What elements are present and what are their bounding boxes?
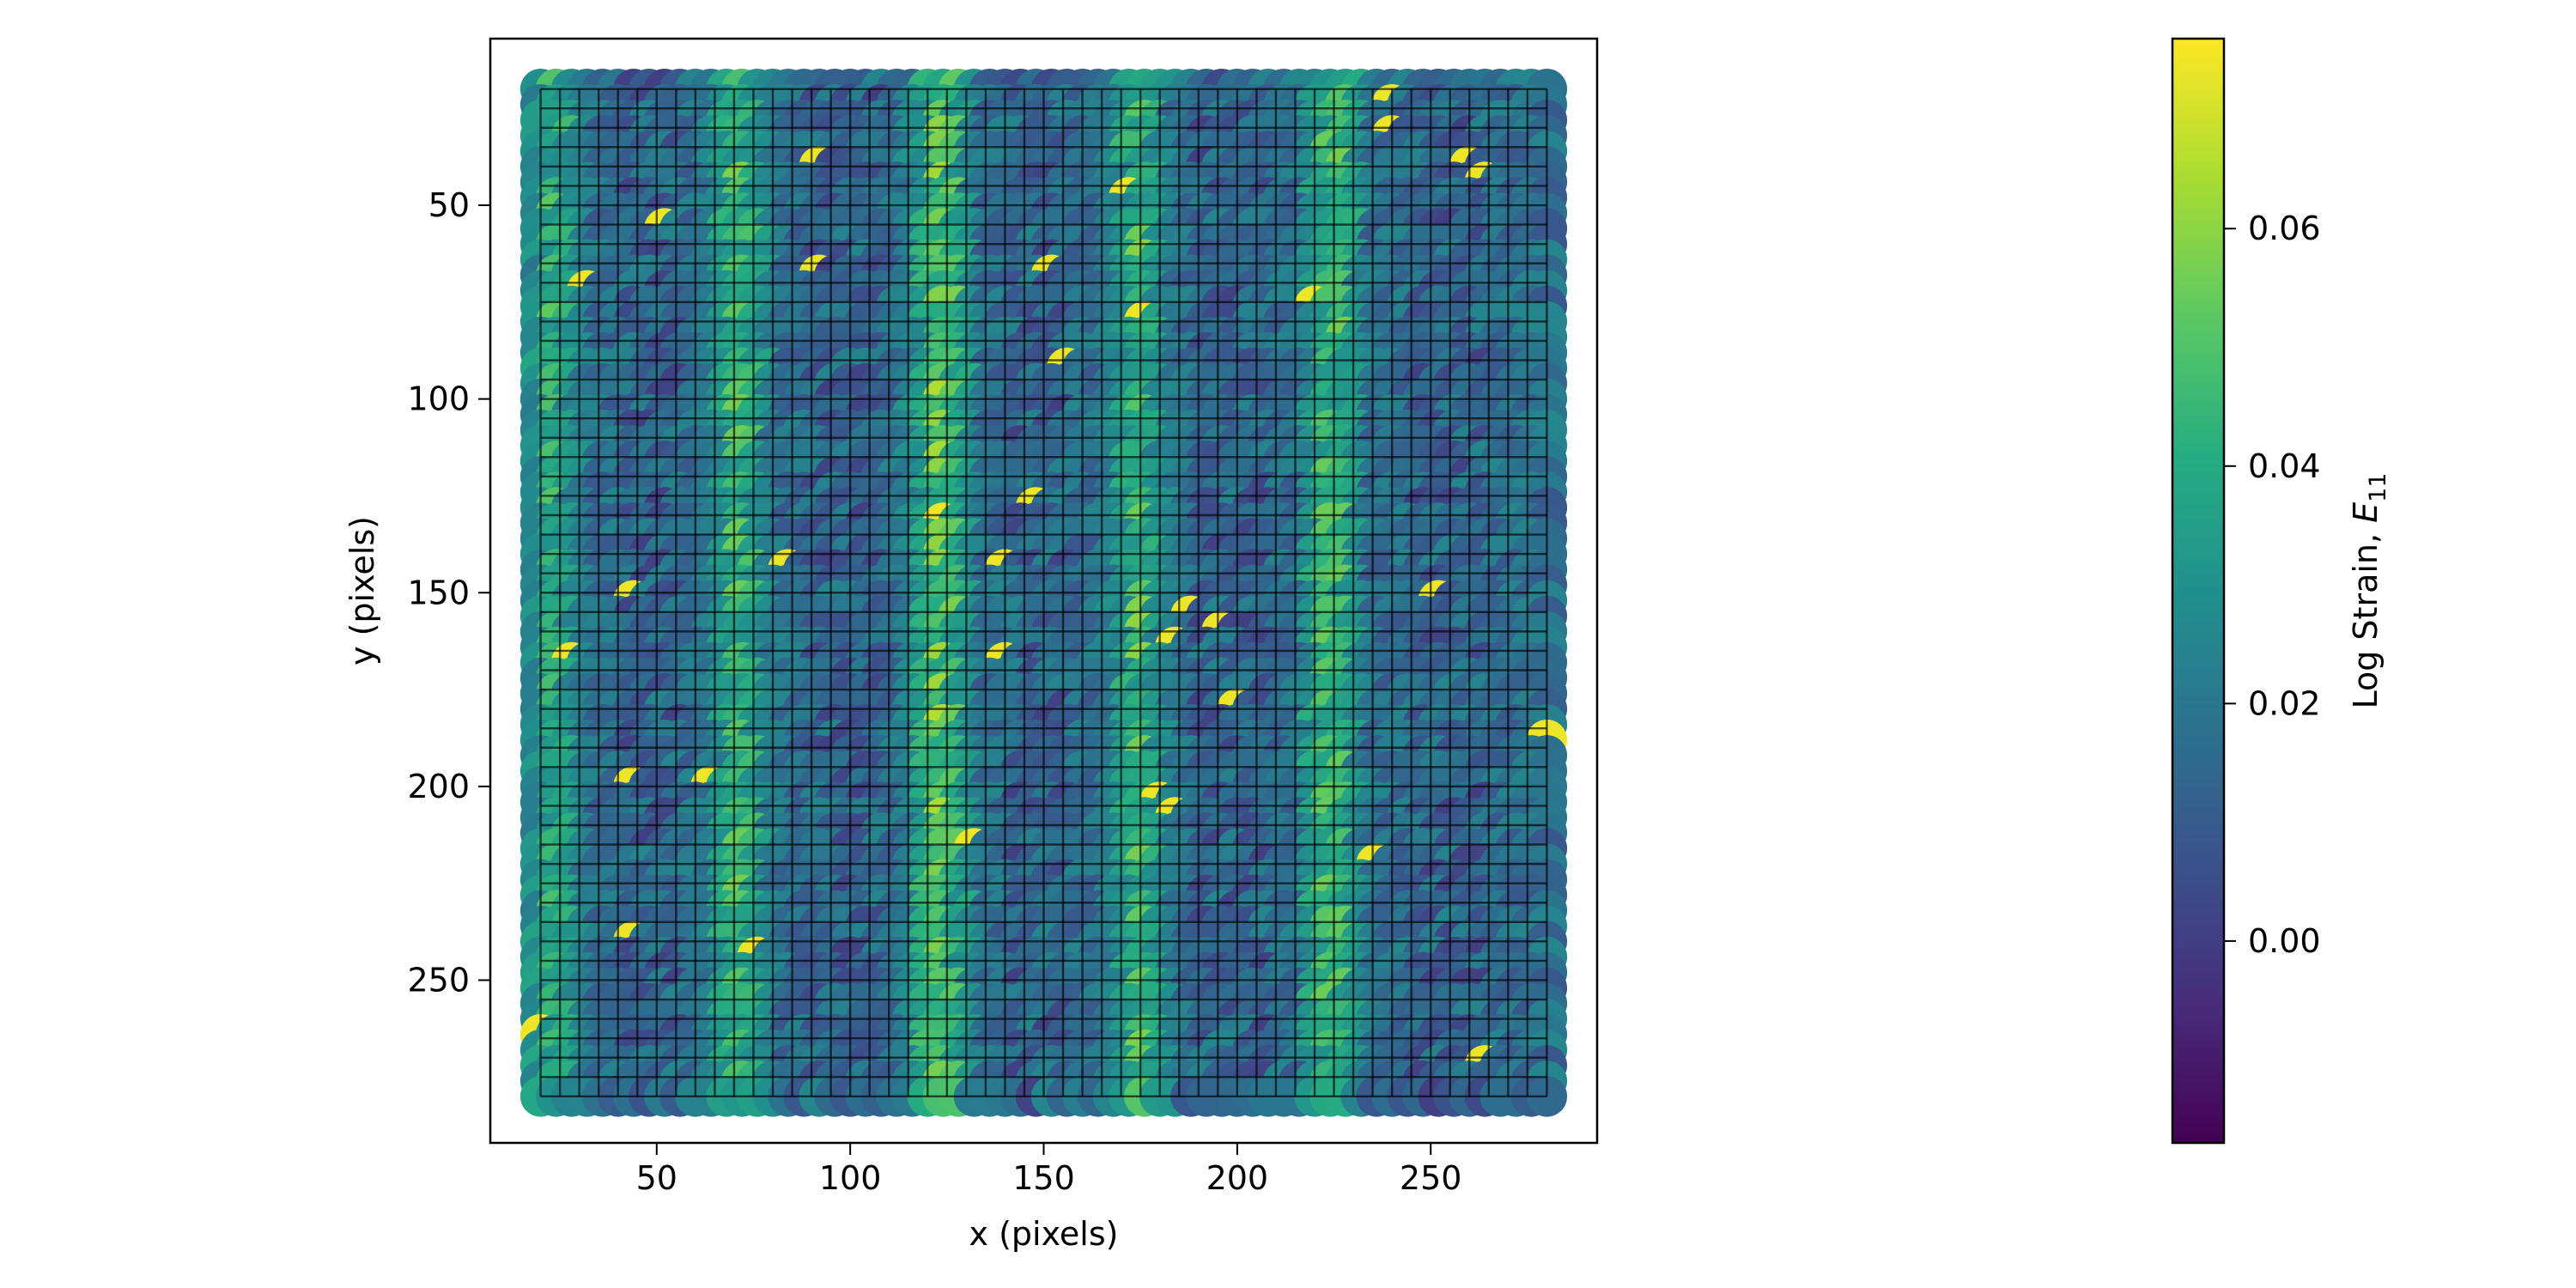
colorbar: 0.00 0.02 0.04 0.06 Log Strain, E11 [2171,37,2391,1145]
y-axis-ticks: 50 100 150 200 250 [407,186,490,999]
y-tick-label: 200 [407,768,470,805]
y-axis-label: y (pixels) [343,516,381,665]
colorbar-label-prefix: Log Strain, [2347,523,2385,709]
y-tick-label: 150 [407,574,470,611]
y-tick-label: 250 [407,961,470,999]
colorbar-tick-label: 0.00 [2248,922,2321,960]
x-tick-label: 50 [636,1159,677,1197]
x-tick-label: 150 [1012,1159,1075,1197]
y-tick-label: 50 [428,186,470,224]
x-tick-label: 250 [1400,1159,1462,1197]
x-axis-label: x (pixels) [969,1215,1119,1253]
strain-plot: 50 100 150 200 250 50 100 150 200 250 x (pixels)… [343,37,1599,1253]
colorbar-label-symbol: E [2347,502,2385,523]
colorbar-label-subscript: 11 [2365,472,2391,501]
x-tick-label: 100 [819,1159,882,1197]
colorbar-tick-label: 0.04 [2248,447,2321,485]
colorbar-gradient [2172,39,2224,1143]
y-tick-label: 100 [407,380,470,418]
colorbar-tick-label: 0.06 [2248,210,2321,247]
x-tick-label: 200 [1206,1159,1269,1197]
colorbar-tick-label: 0.02 [2248,684,2321,722]
x-axis-ticks: 50 100 150 200 250 [636,1143,1462,1197]
colorbar-ticks: 0.00 0.02 0.04 0.06 [2224,210,2321,960]
colorbar-label: Log Strain, E11 [2347,472,2391,708]
